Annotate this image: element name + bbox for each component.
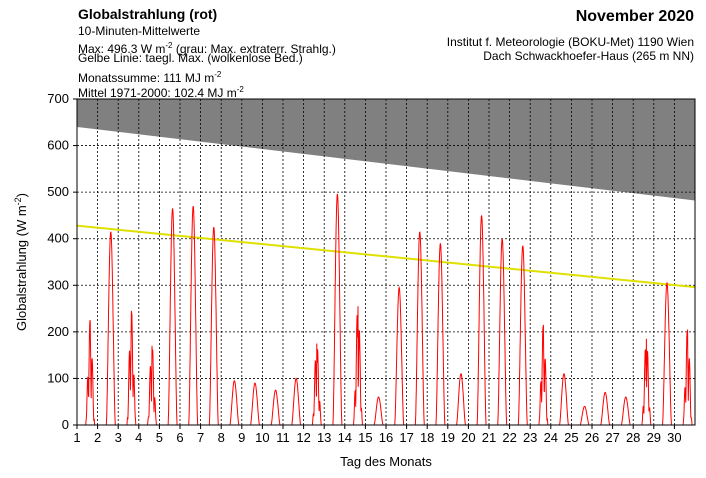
daily-radiation-series [270, 389, 281, 426]
institute-text: Institut f. Meteorologie (BOKU-Met) 1190… [446, 35, 694, 49]
daily-radiation-series [435, 243, 446, 426]
daily-radiation-series [147, 345, 157, 426]
x-tick-label: 4 [135, 430, 142, 445]
daily-radiation-series [456, 373, 466, 426]
y-tick-label: 100 [47, 370, 69, 385]
x-tick-label: 28 [626, 430, 640, 445]
x-tick-label: 23 [523, 430, 537, 445]
x-tick-label: 2 [94, 430, 101, 445]
daily-radiation-series [517, 245, 528, 426]
x-tick-label: 30 [667, 430, 681, 445]
y-tick-label: 200 [47, 324, 69, 339]
month-title: November 2020 [575, 8, 694, 25]
daily-radiation-series [414, 231, 425, 426]
climate-mean-text: Mittel 1971-2000: 102.4 MJ m-2 [78, 85, 244, 100]
daily-radiation-series [641, 338, 652, 426]
max-value-text: Max: 496.3 W m-2 (grau: Max. extraterr. … [78, 41, 336, 56]
x-tick-label: 21 [482, 430, 496, 445]
x-tick-label: 12 [296, 430, 310, 445]
y-tick-label: 400 [47, 231, 69, 246]
x-tick-label: 10 [255, 430, 269, 445]
daily-radiation-series [394, 285, 405, 426]
clear-sky-legend-text: Gelbe Linie: taegl. Max. (wolkenlose Bed… [78, 51, 303, 65]
daily-radiation-series [662, 281, 672, 426]
x-tick-label: 7 [197, 430, 204, 445]
y-tick-label: 500 [47, 184, 69, 199]
x-tick-label: 13 [317, 430, 331, 445]
subtitle-interval: 10-Minuten-Mittelwerte [78, 24, 201, 38]
x-tick-label: 9 [238, 430, 245, 445]
y-tick-label: 0 [62, 417, 69, 432]
x-tick-label: 18 [420, 430, 434, 445]
daily-radiation-series [126, 310, 137, 426]
x-tick-label: 8 [218, 430, 225, 445]
monthly-sum-text: Monatssumme: 111 MJ m-2 [78, 70, 222, 85]
daily-radiation-series [620, 396, 631, 426]
x-tick-label: 6 [176, 430, 183, 445]
x-tick-label: 25 [564, 430, 578, 445]
daily-radiation-series [291, 377, 302, 426]
x-tick-label: 29 [647, 430, 661, 445]
x-axis-label: Tag des Monats [340, 454, 432, 469]
x-tick-label: 22 [502, 430, 516, 445]
x-tick-label: 14 [338, 430, 352, 445]
daily-radiation-series [373, 396, 384, 426]
clear-sky-line [76, 224, 696, 289]
x-tick-label: 16 [379, 430, 393, 445]
y-axis-label: Globalstrahlung (W m-2) [13, 193, 29, 331]
x-tick-label: 19 [441, 430, 455, 445]
daily-radiation-series [250, 382, 260, 426]
daily-radiation-series [538, 324, 549, 426]
x-tick-label: 17 [399, 430, 413, 445]
y-tick-label: 700 [47, 91, 69, 106]
daily-radiation-series [167, 208, 178, 426]
daily-radiation-series [497, 238, 508, 426]
daily-radiation-series [332, 193, 343, 426]
x-tick-label: 5 [156, 430, 163, 445]
location-text: Dach Schwackhoefer-Haus (265 m NN) [483, 49, 694, 63]
x-tick-label: 26 [585, 430, 599, 445]
chart-title: Globalstrahlung (rot) [78, 6, 218, 22]
x-tick-label: 20 [461, 430, 475, 445]
x-tick-label: 15 [358, 430, 372, 445]
x-tick-label: 24 [544, 430, 558, 445]
extraterrestrial-area [77, 99, 695, 201]
daily-radiation-series [188, 205, 199, 426]
daily-radiation-series [311, 343, 322, 426]
daily-radiation-series [208, 226, 219, 426]
y-tick-label: 300 [47, 277, 69, 292]
x-tick-label: 27 [605, 430, 619, 445]
daily-radiation-series [682, 329, 693, 426]
x-tick-label: 11 [276, 430, 290, 445]
y-tick-label: 600 [47, 138, 69, 153]
daily-radiation-series [105, 231, 116, 426]
daily-radiation-series [579, 405, 590, 426]
daily-radiation-series [229, 380, 240, 426]
daily-radiation-series [85, 320, 96, 426]
daily-radiation-series [559, 373, 569, 426]
daily-radiation-series [600, 391, 611, 426]
daily-radiation-series [353, 306, 363, 426]
daily-radiation-series [476, 215, 487, 426]
x-tick-label: 3 [115, 430, 122, 445]
x-tick-label: 1 [73, 430, 80, 445]
